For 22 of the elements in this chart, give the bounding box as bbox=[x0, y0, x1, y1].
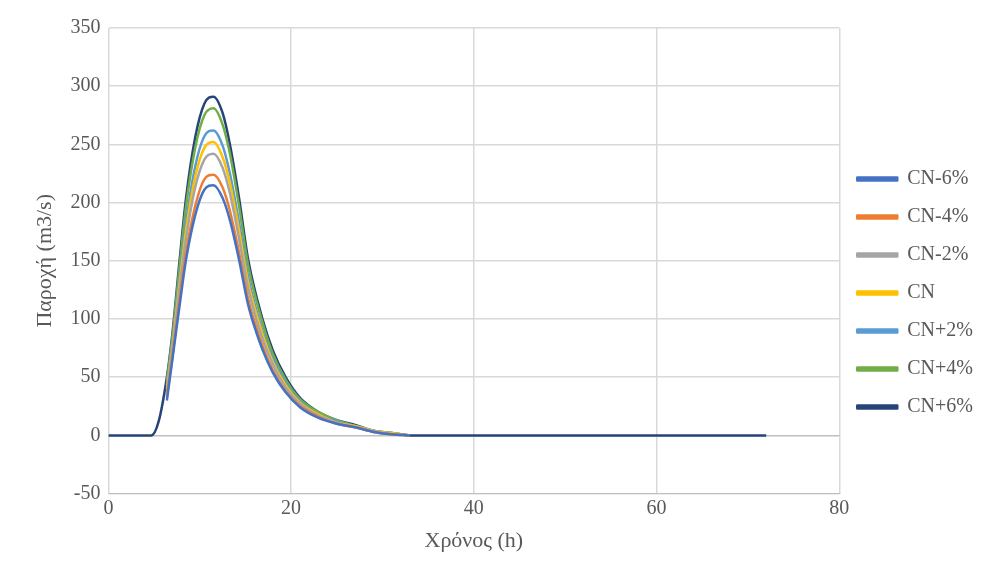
legend-label: CN-4% bbox=[907, 204, 969, 227]
x-axis-title: Χρόνος (h) bbox=[424, 526, 524, 552]
y-tick-label: 250 bbox=[70, 131, 101, 154]
legend-label: CN+4% bbox=[907, 356, 974, 379]
legend-label: CN-6% bbox=[907, 166, 969, 189]
x-tick-label: 20 bbox=[281, 495, 302, 518]
legend-label: CN bbox=[907, 280, 936, 303]
y-tick-label: 50 bbox=[80, 364, 101, 387]
y-tick-label: 350 bbox=[70, 15, 101, 38]
x-tick-label: 40 bbox=[463, 495, 484, 518]
y-tick-label: 300 bbox=[70, 73, 101, 96]
x-tick-label: 60 bbox=[646, 495, 667, 518]
y-tick-label: 100 bbox=[70, 306, 101, 329]
legend-label: CN+6% bbox=[907, 394, 974, 417]
y-tick-label: 200 bbox=[70, 189, 101, 212]
y-tick-label: 0 bbox=[90, 422, 101, 445]
legend-label: CN-2% bbox=[907, 242, 969, 265]
x-tick-label: 80 bbox=[829, 495, 850, 518]
legend-label: CN+2% bbox=[907, 318, 974, 341]
y-tick-label: -50 bbox=[73, 480, 101, 503]
y-tick-label: 150 bbox=[70, 248, 101, 271]
y-axis-title: Παροχή (m3/s) bbox=[30, 194, 56, 328]
